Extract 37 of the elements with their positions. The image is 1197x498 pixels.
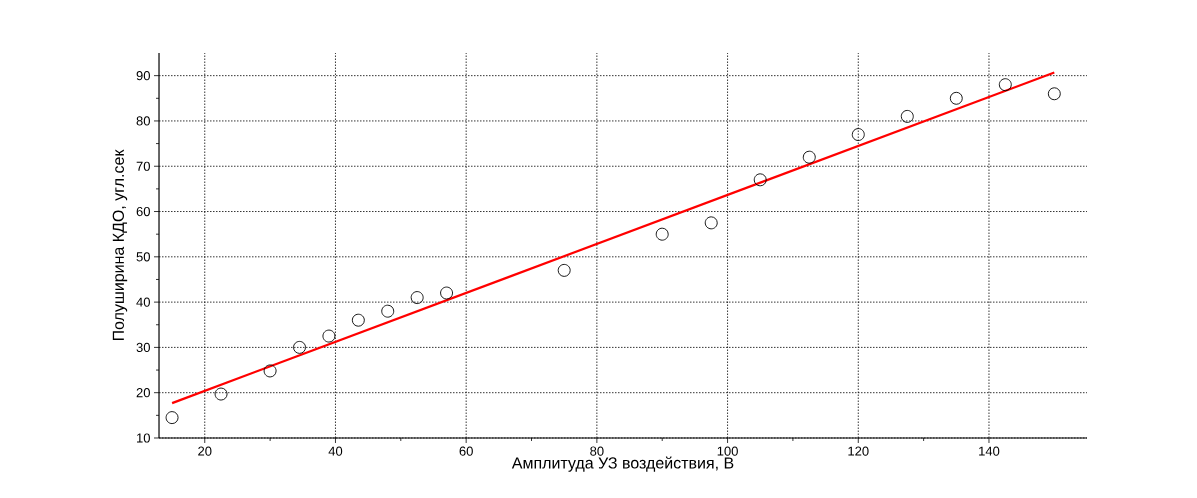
point — [851, 128, 865, 141]
point — [753, 173, 767, 187]
point — [1047, 87, 1061, 101]
y-tick-label: 70 — [136, 161, 150, 171]
y-axis-title: Полуширина КДО, угл.сек — [112, 149, 128, 341]
point — [263, 364, 277, 378]
point — [998, 78, 1012, 92]
y-tick-label: 90 — [136, 71, 150, 81]
x-tick-label: 20 — [198, 446, 212, 456]
y-tick-label: 10 — [137, 433, 150, 443]
point — [802, 150, 816, 164]
x-axis-title: Амплитуда УЗ воздействия, В — [511, 456, 734, 472]
point — [949, 91, 963, 105]
point — [165, 411, 179, 425]
point — [214, 387, 228, 401]
x-tick-label: 60 — [459, 446, 473, 456]
y-tick-label: 60 — [136, 206, 150, 217]
x-tick-label: 140 — [979, 446, 1000, 456]
point — [293, 340, 306, 354]
point — [440, 286, 454, 300]
x-tick-label: 120 — [848, 446, 869, 456]
point — [322, 329, 336, 343]
y-tick-label: 50 — [136, 252, 150, 262]
point — [410, 291, 424, 305]
y-tick-label: 40 — [136, 297, 150, 307]
x-tick-label: 100 — [717, 446, 738, 456]
point — [557, 263, 571, 277]
y-tick-label: 80 — [136, 116, 150, 126]
point — [351, 313, 365, 327]
point — [900, 109, 914, 123]
point — [704, 216, 718, 230]
point — [381, 304, 395, 318]
x-tick-label: 40 — [328, 446, 343, 456]
y-tick-label: 30 — [136, 342, 150, 352]
y-tick-label: 20 — [136, 388, 150, 398]
point — [655, 227, 669, 241]
x-tick-label: 80 — [590, 446, 604, 456]
